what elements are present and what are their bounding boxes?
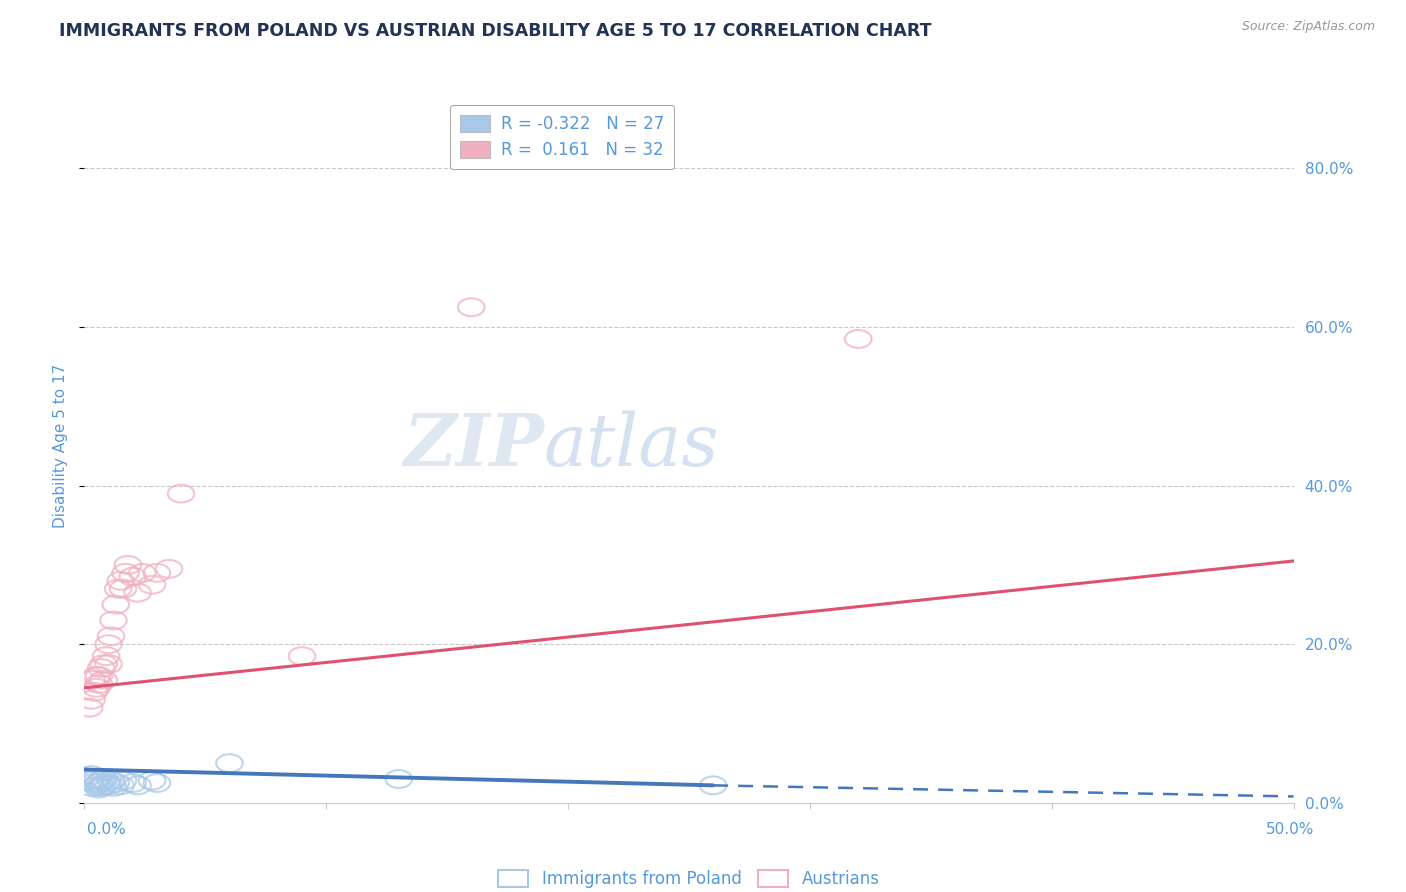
Y-axis label: Disability Age 5 to 17: Disability Age 5 to 17 [53, 364, 69, 528]
Text: atlas: atlas [544, 410, 720, 482]
Text: 50.0%: 50.0% [1267, 822, 1315, 837]
Text: IMMIGRANTS FROM POLAND VS AUSTRIAN DISABILITY AGE 5 TO 17 CORRELATION CHART: IMMIGRANTS FROM POLAND VS AUSTRIAN DISAB… [59, 22, 932, 40]
Legend: Immigrants from Poland, Austrians: Immigrants from Poland, Austrians [492, 863, 886, 892]
Text: Source: ZipAtlas.com: Source: ZipAtlas.com [1241, 20, 1375, 33]
Text: 0.0%: 0.0% [87, 822, 127, 837]
Text: ZIP: ZIP [404, 410, 544, 482]
